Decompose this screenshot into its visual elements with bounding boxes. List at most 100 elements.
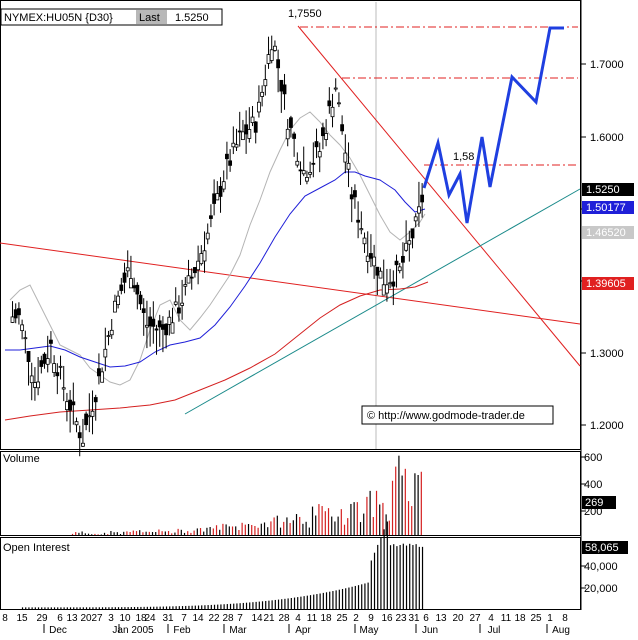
x-axis-day-label: 18 <box>135 613 147 624</box>
price-bar-body <box>295 160 300 166</box>
price-bar-body <box>308 171 313 175</box>
price-bar-body <box>129 278 133 289</box>
price-bar-body <box>84 413 89 426</box>
price-bar-body <box>183 284 188 287</box>
trend-lines <box>0 25 581 415</box>
oi-tick-label: 40,000 <box>584 561 618 573</box>
peak-annotation: 1,7550 <box>288 8 322 20</box>
price-bar-body <box>10 316 15 323</box>
x-axis-day-label: 27 <box>91 613 103 624</box>
price-bar-body <box>138 294 143 305</box>
price-bar-body <box>321 127 325 137</box>
price-bar-body <box>301 170 306 175</box>
price-bar-body <box>13 309 18 319</box>
price-bar-body <box>269 49 274 61</box>
price-bar-body <box>365 255 370 262</box>
price-bar-body <box>26 351 31 362</box>
x-axis-month-label: Dec <box>49 625 67 635</box>
price-bar-body <box>29 375 34 384</box>
price-bar-body <box>125 267 130 272</box>
price-bar-body <box>356 219 361 223</box>
x-axis-day-label: 4 <box>295 613 301 624</box>
price-bar-body <box>375 266 380 276</box>
x-axis-day-label: 28 <box>278 613 290 624</box>
price-bar-body <box>369 253 373 259</box>
price-bar-body <box>237 130 242 133</box>
last-price-label: 1.5250 <box>586 184 620 196</box>
x-axis-day-label: 18 <box>514 613 526 624</box>
x-axis-day-label: 24 <box>144 613 156 624</box>
price-bar-body <box>161 324 165 330</box>
x-axis-day-label: 1 <box>547 613 553 624</box>
last-value: 1.5250 <box>175 12 209 24</box>
price-bar-body <box>42 353 47 364</box>
price-bar-body <box>132 285 137 289</box>
price-bar-body <box>23 337 28 340</box>
price-bar-body <box>273 45 277 51</box>
price-bar-body <box>180 302 185 306</box>
price-bar-body <box>362 237 367 245</box>
price-bar-body <box>20 324 25 332</box>
watermark-text: © http://www.godmode-trader.de <box>367 410 525 422</box>
open-interest-title: Open Interest <box>3 542 70 554</box>
price-bar-body <box>298 169 303 172</box>
open-interest-bars <box>21 521 424 609</box>
price-bar-body <box>343 152 348 163</box>
price-bar-body <box>327 100 332 107</box>
price-bar-body <box>36 381 41 389</box>
price-bar-body <box>58 365 63 368</box>
price-bar-body <box>324 133 329 140</box>
price-bar-body <box>250 116 255 124</box>
x-axis-day-label: 9 <box>368 613 374 624</box>
x-axis-day-label: 18 <box>320 613 332 624</box>
price-tick-label: 1.3000 <box>590 348 624 360</box>
price-bar-body <box>349 194 354 200</box>
x-axis-day-label: 6 <box>423 613 429 624</box>
price-bar-body <box>353 190 357 198</box>
price-bar-body <box>247 129 252 139</box>
x-axis-day-label: 10 <box>119 613 131 624</box>
price-bar-body <box>385 284 389 294</box>
open-interest-ticks: 40,000 20,000 58,065 <box>581 541 628 595</box>
price-bar-body <box>164 323 169 336</box>
price-bar-body <box>401 255 405 263</box>
symbol-name: NYMEX:HU05N {D30} <box>4 12 113 24</box>
ma-short-price-label: 1.46520 <box>586 227 626 239</box>
trendline-down-red <box>297 25 581 367</box>
x-axis-day-label: 25 <box>336 613 348 624</box>
price-bar-body <box>257 101 261 113</box>
x-axis-day-label: 7 <box>237 613 243 624</box>
x-axis-day-label: 23 <box>395 613 407 624</box>
price-bar-body <box>154 328 159 331</box>
price-bar-body <box>106 335 111 338</box>
price-bar-body <box>167 316 172 325</box>
price-bar-body <box>145 324 149 328</box>
price-bar-body <box>77 432 82 439</box>
price-bar-body <box>391 281 396 287</box>
price-bar-body <box>340 124 345 132</box>
last-label: Last <box>139 12 160 24</box>
x-axis-day-label: 21 <box>263 613 275 624</box>
price-bar-body <box>116 295 121 305</box>
x-axis-day-label: 3 <box>108 613 114 624</box>
price-bar-body <box>305 177 309 182</box>
x-axis-day-label: 2 <box>353 613 359 624</box>
price-bar-body <box>65 401 69 411</box>
price-bar-body <box>372 256 377 267</box>
price-bar-body <box>231 142 236 148</box>
forecast-path <box>422 26 564 224</box>
price-bar-body <box>202 250 207 262</box>
price-bar-body <box>317 151 322 158</box>
price-bar-body <box>212 193 217 204</box>
x-axis-day-label: 13 <box>435 613 447 624</box>
x-axis-day-label: 11 <box>501 613 512 624</box>
price-bar-body <box>196 260 201 271</box>
price-bar-body <box>292 133 297 139</box>
price-bar-body <box>234 144 239 148</box>
price-bar-body <box>311 162 316 165</box>
oi-last-label: 58,065 <box>585 542 619 554</box>
price-bar-body <box>151 318 156 327</box>
